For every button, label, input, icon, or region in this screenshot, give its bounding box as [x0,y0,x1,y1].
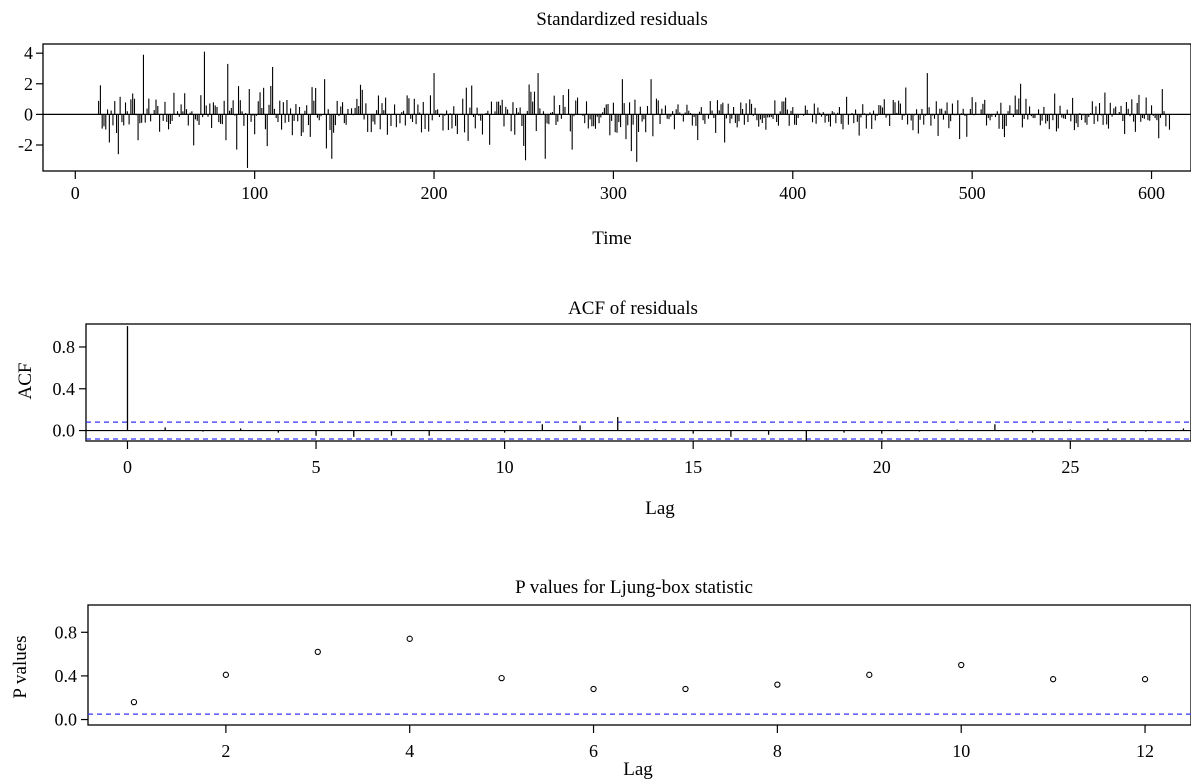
acf-axes: 0 5 10 15 20 25 0.0 0.4 0.8 [53,337,1080,477]
pvalue-point [682,685,689,693]
pvalue-point [1049,676,1057,683]
residuals-title: Standardized residuals [536,9,707,30]
acf-y-tick-label: 0.8 [53,337,76,357]
residuals-series [98,51,1171,168]
residuals-panel: Standardized residuals 0 100 200 300 400 500 6… [18,9,1191,249]
acf-x-tick-label: 15 [684,457,702,477]
pvalue-point [866,671,873,678]
acf-plot-frame [85,323,1191,442]
acf-x-tick-label: 20 [873,457,891,477]
ljungbox-panel: P values for Ljung-box statistic 2 4 6 8 10 1… [10,577,1191,780]
residuals-y-tick-label: 0 [24,104,33,124]
acf-x-tick-label: 25 [1061,457,1079,477]
residuals-x-tick-label: 500 [959,183,986,203]
ljungbox-points [130,635,1149,706]
ljungbox-y-tick-label: 0.8 [55,622,78,642]
residuals-x-tick-label: 100 [241,183,268,203]
acf-x-tick-label: 10 [496,457,514,477]
pvalue-point [498,674,505,682]
ljungbox-title: P values for Ljung-box statistic [515,577,753,598]
residuals-y-tick-label: 2 [24,74,33,94]
pvalue-point [130,698,138,706]
ljungbox-axes: 2 4 6 8 10 12 0.0 0.4 0.8 [55,622,1155,761]
acf-bars [126,326,1185,441]
residuals-x-tick-label: 300 [600,183,627,203]
pvalue-point [774,681,781,688]
residuals-y-tick-label: -2 [18,135,33,155]
pvalue-point [222,671,230,678]
residuals-x-tick-label: 600 [1138,183,1165,203]
ljungbox-x-tick-label: 2 [221,741,230,761]
residuals-x-axis-label: Time [592,228,631,249]
pvalue-point [958,661,965,669]
residuals-x-tick-label: 400 [779,183,806,203]
pvalue-point [590,685,597,693]
acf-title: ACF of residuals [568,298,698,319]
acf-confidence-band [86,421,1191,440]
ljungbox-x-tick-label: 6 [589,741,598,761]
acf-y-axis-label: ACF [15,363,36,400]
residuals-y-tick-label: 4 [24,43,33,63]
acf-x-tick-label: 0 [123,457,132,477]
pvalue-point [1141,676,1149,683]
acf-x-axis-label: Lag [645,498,675,519]
ljungbox-y-tick-label: 0.0 [55,710,78,730]
residuals-axes: 0 100 200 300 400 500 600 4 2 0 -2 [18,43,1165,203]
ljungbox-y-axis-label: P values [10,635,31,698]
ljungbox-x-tick-label: 4 [405,741,414,761]
ljungbox-y-tick-label: 0.4 [55,666,78,686]
residuals-x-tick-label: 200 [421,183,448,203]
residuals-x-tick-label: 0 [71,183,80,203]
ljungbox-x-tick-label: 12 [1136,741,1154,761]
pvalue-point [314,648,321,656]
ljungbox-x-axis-label: Lag [623,759,653,780]
ljungbox-plot-frame [87,604,1191,726]
acf-y-tick-label: 0.4 [53,379,76,399]
acf-panel: ACF of residuals 0 5 10 15 20 25 0.0 0.4 0.8 ACF… [15,298,1191,519]
pvalue-point [406,635,413,642]
acf-y-tick-label: 0.0 [53,421,76,441]
ljungbox-x-tick-label: 10 [952,741,970,761]
acf-x-tick-label: 5 [312,457,321,477]
ljungbox-x-tick-label: 8 [773,741,782,761]
residuals-plot-frame [42,43,1191,172]
